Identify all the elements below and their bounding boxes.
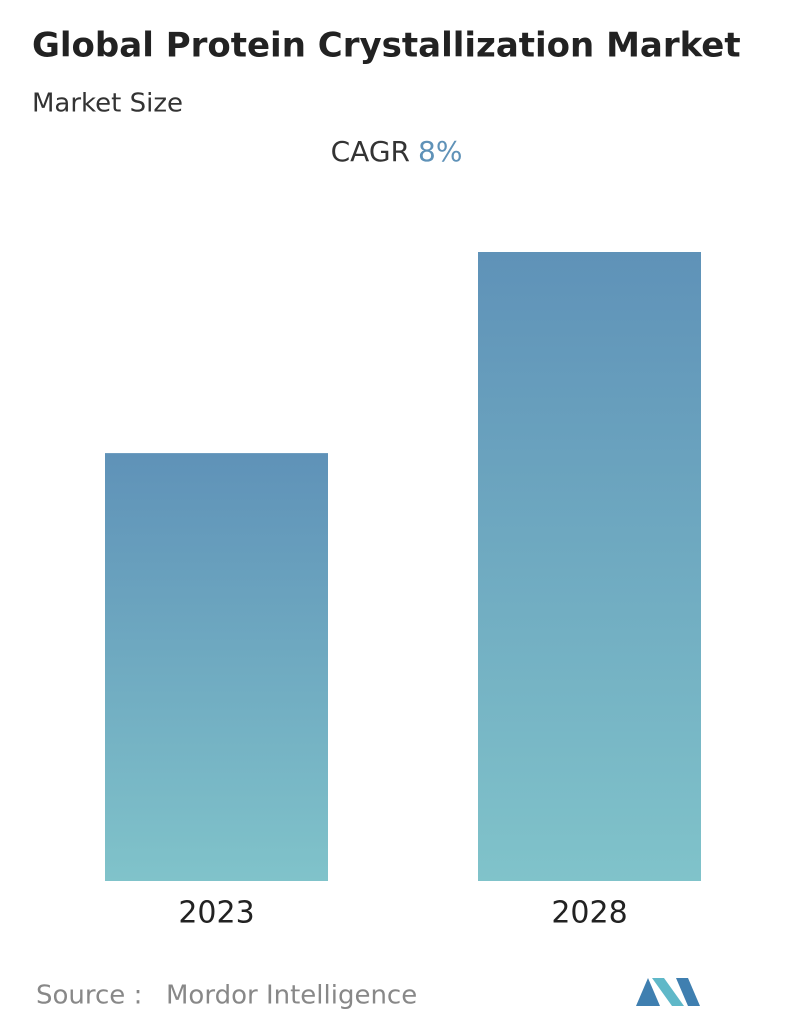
x-tick-label: 2023	[178, 896, 254, 931]
source-label: Source :	[36, 981, 142, 1011]
bar	[478, 252, 701, 881]
chart-title: Global Protein Crystallization Market	[32, 26, 741, 66]
source: Mordor Intelligence	[166, 981, 417, 1011]
cagr-value: 8%	[418, 135, 462, 168]
cagr-label: CAGR	[331, 135, 410, 168]
logo	[636, 978, 700, 1006]
x-tick-label: 2028	[551, 896, 627, 931]
chart-subtitle: Market Size	[32, 89, 183, 119]
bar	[105, 453, 328, 881]
